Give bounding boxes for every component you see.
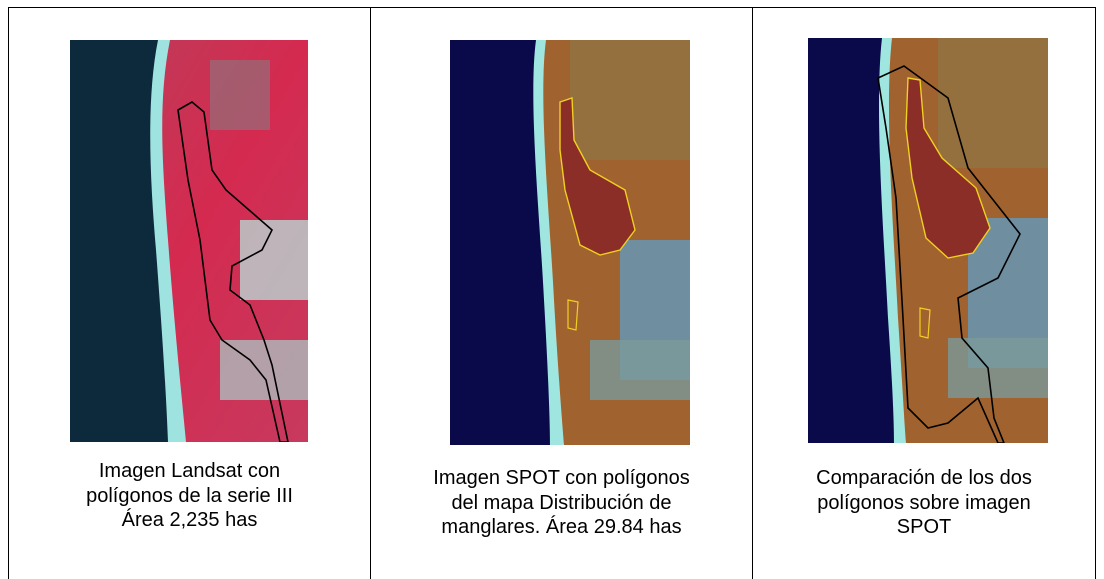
caption-line: Imagen Landsat con [98,460,281,482]
table-right-border [1095,7,1096,579]
table-cell: Comparación de los dos polígonos sobre i… [753,7,1095,579]
comparison-image [808,38,1048,443]
caption-line: polígonos sobre imagen [817,491,1031,514]
caption-line: manglares. Área 29.84 has [441,516,682,538]
table-divider [370,7,371,579]
spot-image [450,40,690,445]
table-divider [752,7,753,579]
caption-line: Área 2,235 has [121,509,258,531]
table-cell: Imagen SPOT con polígonos del mapa Distr… [371,7,752,579]
image-caption: Imagen SPOT con polígonos del mapa Distr… [371,466,752,540]
caption-line: del mapa Distribución de [451,491,672,514]
table-cell: Imagen Landsat con polígonos de la serie… [9,7,370,579]
image-caption: Imagen Landsat con polígonos de la serie… [9,459,370,533]
image-caption: Comparación de los dos polígonos sobre i… [753,466,1095,540]
caption-line: Comparación de los dos [816,467,1032,489]
table-top-border [8,7,1096,8]
caption-line: polígonos de la serie III [86,484,293,507]
caption-line: SPOT [896,516,952,538]
landsat-image [70,40,308,442]
table-left-border [8,7,9,579]
caption-line: Imagen SPOT con polígonos [433,467,690,489]
